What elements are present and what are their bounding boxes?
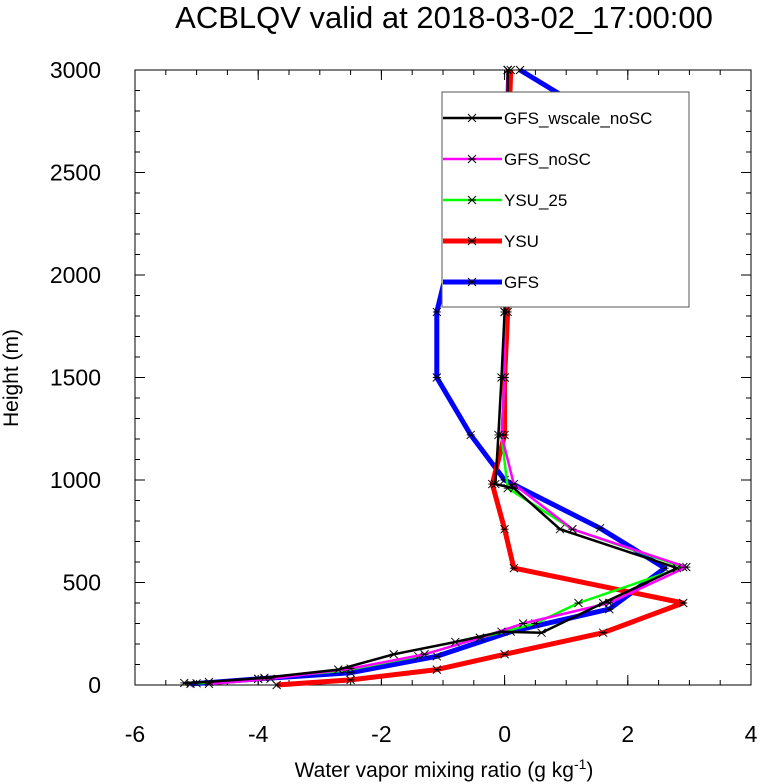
chart-title: ACBLQV valid at 2018-03-02_17:00:00	[175, 0, 713, 35]
axis-ticks	[134, 69, 752, 686]
data-point-marker	[574, 598, 583, 608]
data-point-marker	[537, 628, 546, 638]
x-axis-title: Water vapor mixing ratio (g kg-1)	[295, 756, 594, 782]
data-point-marker	[333, 665, 343, 674]
series-gfs-wscale-nosc	[179, 65, 682, 688]
data-point-marker	[467, 113, 477, 123]
data-point-marker	[503, 65, 512, 75]
data-point-marker	[432, 665, 442, 674]
y-tick-label: 2500	[50, 160, 101, 186]
data-point-marker	[432, 651, 442, 661]
data-point-marker	[494, 430, 503, 440]
data-point-marker	[497, 373, 506, 382]
data-point-marker	[451, 637, 460, 647]
y-tick-label: 1500	[50, 365, 101, 391]
data-point-marker	[432, 373, 442, 382]
data-point-marker	[515, 65, 525, 75]
data-point-marker	[491, 479, 500, 489]
data-point-marker	[467, 195, 477, 205]
data-point-marker	[432, 307, 442, 317]
data-point-marker	[500, 649, 509, 659]
data-point-marker	[420, 649, 429, 659]
data-point-marker	[682, 562, 691, 572]
data-point-marker	[179, 678, 189, 688]
data-point-marker	[595, 523, 605, 533]
y-tick-label: 500	[63, 570, 101, 596]
legend-item: GFS	[443, 273, 539, 292]
y-tick-label: 3000	[50, 57, 101, 83]
data-point-marker	[500, 524, 509, 534]
data-point-marker	[204, 677, 214, 687]
series-layer	[179, 65, 691, 690]
legend-label: GFS	[504, 273, 539, 292]
legend-item: YSU	[443, 232, 539, 251]
y-tick-label: 1000	[50, 467, 101, 493]
y-tick-label: 2000	[50, 262, 101, 288]
legend-label: YSU_25	[504, 191, 567, 210]
legend-item: YSU_25	[443, 191, 567, 210]
data-point-marker	[518, 619, 528, 628]
data-point-marker	[260, 673, 269, 683]
x-tick-label: 0	[498, 721, 511, 747]
legend-item: GFS_noSC	[443, 150, 591, 169]
x-tick-label: 4	[745, 721, 758, 747]
x-tick-label: 2	[621, 721, 634, 747]
data-point-marker	[467, 154, 477, 164]
x-tick-label: -6	[125, 721, 145, 747]
data-point-marker	[678, 598, 688, 608]
data-point-marker	[509, 563, 519, 573]
data-point-marker	[555, 524, 565, 534]
legend-item: GFS_wscale_noSC	[443, 109, 652, 128]
data-point-marker	[346, 675, 355, 685]
x-axis-tick-labels: -6 -4 -2 0 2 4	[125, 721, 758, 747]
legend-label: GFS_wscale_noSC	[504, 109, 652, 128]
data-point-marker	[467, 277, 477, 287]
data-point-marker	[598, 598, 608, 608]
data-point-marker	[500, 307, 509, 317]
x-tick-label: -2	[371, 721, 391, 747]
y-axis-tick-labels: 0 500 1000 1500 2000 2500 3000	[50, 57, 101, 698]
y-axis-title: Height (m)	[0, 329, 23, 427]
legend-label: YSU	[504, 232, 539, 251]
data-point-marker	[509, 483, 519, 493]
x-tick-label: -4	[248, 721, 269, 747]
data-point-marker	[497, 627, 506, 637]
y-tick-label: 0	[88, 672, 101, 698]
data-point-marker	[598, 628, 608, 638]
data-point-marker	[467, 236, 477, 246]
data-point-marker	[389, 649, 399, 659]
data-point-marker	[466, 430, 476, 440]
legend-label: GFS_noSC	[504, 150, 591, 169]
data-point-marker	[672, 563, 682, 573]
legend: GFS_wscale_noSC GFS_noSC YSU_25 YSU GFS	[441, 91, 690, 308]
